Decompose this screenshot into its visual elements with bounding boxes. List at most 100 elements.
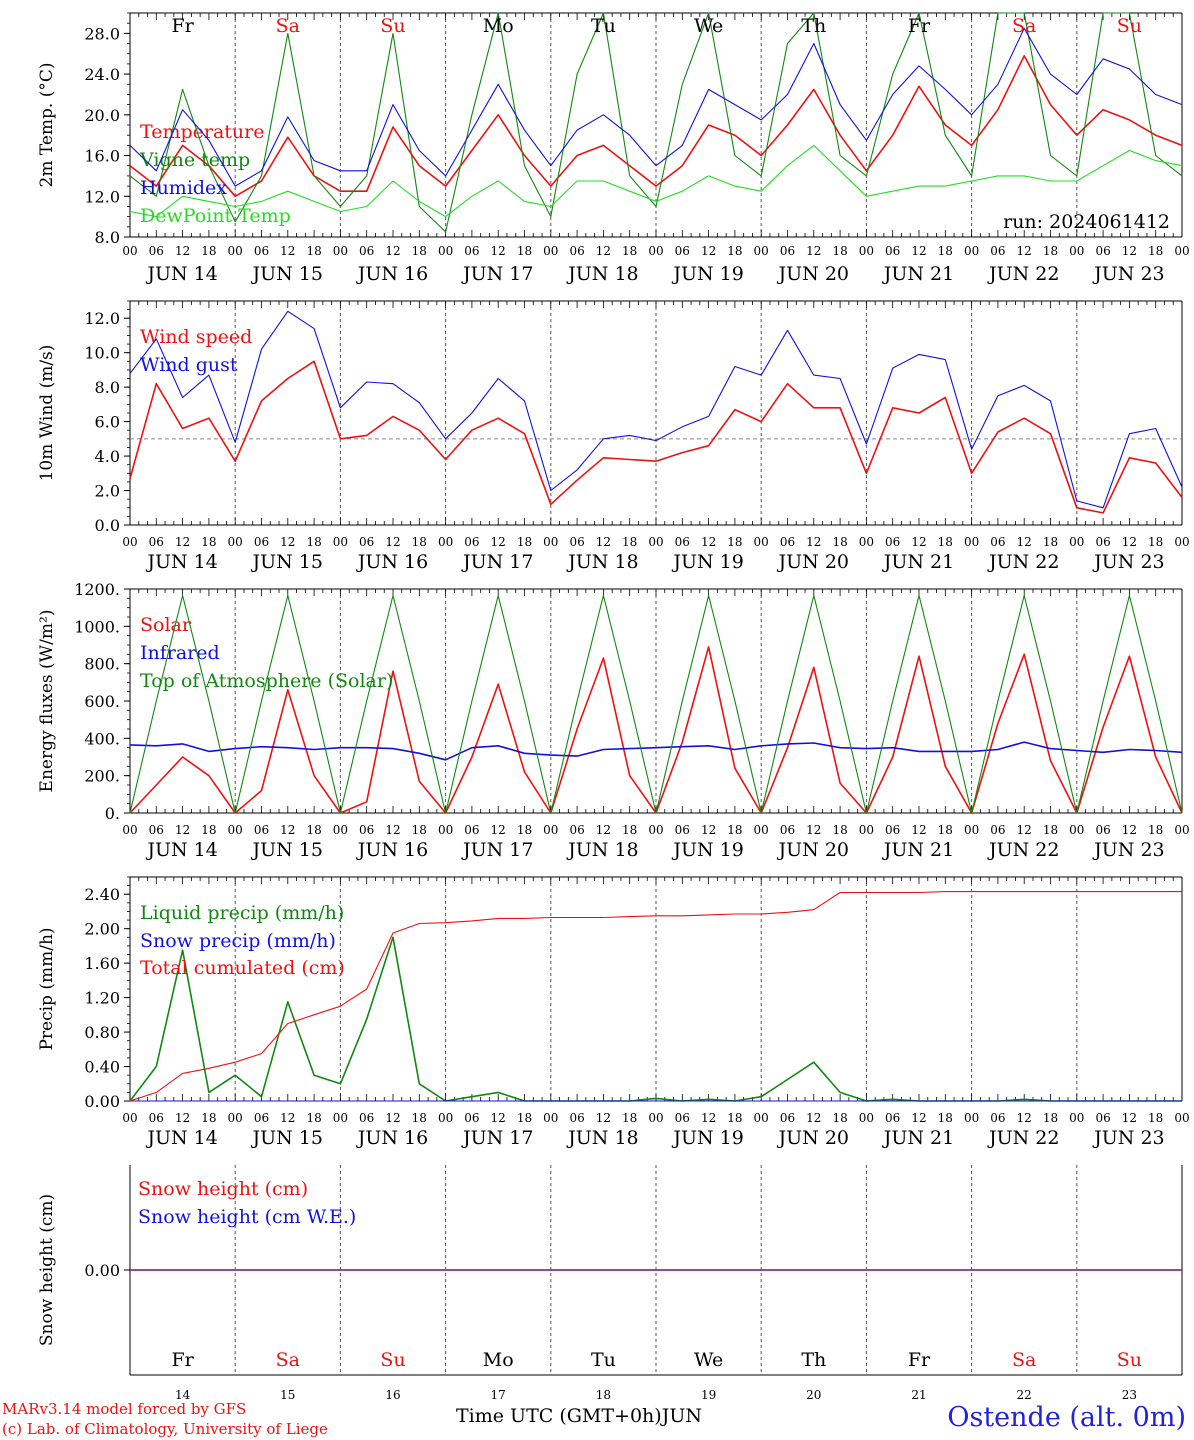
- weekday-bottom-label: Fr: [908, 1349, 931, 1371]
- panel-4-hour-label: 18: [727, 1111, 742, 1125]
- panel-3-hour-label: 12: [175, 823, 190, 837]
- panel-1-hour-label: 00: [754, 244, 769, 258]
- panel-4-hour-label: 18: [517, 1111, 532, 1125]
- panel-1-day-label: JUN 15: [251, 263, 323, 285]
- panel-1-hour-label: 12: [280, 244, 295, 258]
- panel-1-series-humidex-line: [129, 27, 1183, 187]
- panel-2-hour-label: 18: [727, 535, 742, 549]
- panel-4-series-total-cumulated-cm-legend: Total cumulated (cm): [140, 957, 345, 979]
- panel-4-hour-label: 00: [1174, 1111, 1189, 1125]
- panel-4-hour-label: 12: [385, 1111, 400, 1125]
- panel-1-hour-label: 00: [1069, 244, 1084, 258]
- panel-3-y-tick-label: 1000.: [74, 617, 120, 636]
- panel-1-hour-label: 06: [885, 244, 900, 258]
- panel-1-day-label: JUN 22: [987, 263, 1059, 285]
- weekday-top-label: Fr: [908, 15, 931, 37]
- panel-3-series-solar-legend: Solar: [140, 614, 192, 636]
- panel-2-hour-label: 18: [622, 535, 637, 549]
- panel-1-hour-label: 06: [464, 244, 479, 258]
- panel-4-hour-label: 00: [122, 1111, 137, 1125]
- panel-3-hour-label: 18: [201, 823, 216, 837]
- panel-1-hour-label: 00: [1174, 244, 1189, 258]
- panel-2-hour-label: 12: [806, 535, 821, 549]
- panel-3-hour-label: 12: [491, 823, 506, 837]
- panel-3-day-label: JUN 17: [461, 839, 533, 861]
- panel-2-hour-label: 18: [201, 535, 216, 549]
- day-number-label: 17: [491, 1388, 506, 1402]
- panel-3-hour-label: 06: [1095, 823, 1110, 837]
- panel-4-hour-label: 06: [885, 1111, 900, 1125]
- panel-3-hour-label: 06: [780, 823, 795, 837]
- panel-2-day-label: JUN 22: [987, 551, 1059, 573]
- panel-4-hour-label: 18: [832, 1111, 847, 1125]
- panel-4-hour-label: 00: [648, 1111, 663, 1125]
- panel-3-hour-label: 00: [1174, 823, 1189, 837]
- panel-4-y-tick-label: 2.40: [84, 885, 120, 904]
- panel-5-series-snow-height-cm-legend: Snow height (cm): [138, 1178, 308, 1200]
- panel-1-hour-label: 00: [543, 244, 558, 258]
- panel-4-day-label: JUN 22: [987, 1127, 1059, 1149]
- panel-2-hour-label: 18: [938, 535, 953, 549]
- panel-3-day-label: JUN 22: [987, 839, 1059, 861]
- panel-1-day-label: JUN 19: [671, 263, 743, 285]
- panel-2-day-label: JUN 15: [251, 551, 323, 573]
- panel-1-hour-label: 18: [201, 244, 216, 258]
- panel-3-day-label: JUN 14: [145, 839, 217, 861]
- panel-3-hour-label: 00: [122, 823, 137, 837]
- panel-3-series-infrared-line: [129, 741, 1183, 761]
- panel-4-hour-label: 06: [675, 1111, 690, 1125]
- panel-1-hour-label: 06: [1095, 244, 1110, 258]
- panel-4-hour-label: 06: [254, 1111, 269, 1125]
- panel-2-y-tick-label: 12.0: [84, 309, 120, 328]
- panel-1-hour-label: 18: [727, 244, 742, 258]
- panel-2-y-tick-label: 10.0: [84, 344, 120, 363]
- panel-2-hour-label: 12: [175, 535, 190, 549]
- panel-3-day-label: JUN 20: [777, 839, 849, 861]
- panel-2-hour-label: 06: [675, 535, 690, 549]
- panel-3-hour-label: 18: [832, 823, 847, 837]
- panel-1-series-dewpoint-temp-line: [129, 144, 1183, 218]
- panel-2-hour-label: 12: [911, 535, 926, 549]
- day-number-label: 18: [596, 1388, 611, 1402]
- panel-3-hour-label: 06: [675, 823, 690, 837]
- panel-3-hour-label: 18: [1043, 823, 1058, 837]
- panel-3-y-tick-label: 600.: [84, 692, 120, 711]
- weekday-bottom-label: Tu: [591, 1349, 616, 1371]
- weekday-top-label: Sa: [276, 15, 300, 37]
- panel-4-hour-label: 18: [412, 1111, 427, 1125]
- panel-3-hour-label: 06: [464, 823, 479, 837]
- panel-3-hour-label: 06: [885, 823, 900, 837]
- panel-4-hour-label: 06: [149, 1111, 164, 1125]
- panel-2-day-label: JUN 18: [566, 551, 638, 573]
- panel-1-hour-label: 00: [648, 244, 663, 258]
- panel-2-hour-label: 12: [596, 535, 611, 549]
- panel-2-series-wind-gust-legend: Wind gust: [140, 354, 238, 376]
- panel-3-hour-label: 18: [938, 823, 953, 837]
- panel-3-y-axis-label: Energy fluxes (W/m²): [37, 610, 57, 793]
- panel-4-y-tick-label: 2.00: [84, 920, 120, 939]
- run-label: run: 2024061412: [1003, 211, 1170, 233]
- panel-2-series-wind-gust-line: [129, 310, 1183, 509]
- panel-1-hour-label: 12: [596, 244, 611, 258]
- panel-3-day-label: JUN 18: [566, 839, 638, 861]
- panel-3-day-label: JUN 21: [882, 839, 954, 861]
- panel-3-series-top-of-atmosphere-solar-line: [129, 594, 1183, 814]
- panel-2-hour-label: 00: [333, 535, 348, 549]
- panel-4-y-tick-label: 1.60: [84, 954, 120, 973]
- day-number-label: 19: [701, 1388, 716, 1402]
- panel-1-series-humidex-legend: Humidex: [140, 177, 227, 199]
- panel-1-hour-label: 00: [859, 244, 874, 258]
- panel-1-series-vigne-temp-legend: Vigne temp: [139, 149, 250, 171]
- day-number-label: 16: [385, 1388, 400, 1402]
- panel-4-hour-label: 00: [333, 1111, 348, 1125]
- panel-3-hour-label: 00: [754, 823, 769, 837]
- panel-2-y-tick-label: 2.0: [95, 482, 120, 501]
- panel-2-day-label: JUN 19: [671, 551, 743, 573]
- panel-3-hour-label: 06: [569, 823, 584, 837]
- panel-2-hour-label: 06: [254, 535, 269, 549]
- panel-4-day-label: JUN 15: [251, 1127, 323, 1149]
- panel-2-hour-label: 12: [385, 535, 400, 549]
- panel-4-hour-label: 06: [780, 1111, 795, 1125]
- panel-3-y-tick-label: 200.: [84, 767, 120, 786]
- panel-4-day-label: JUN 16: [356, 1127, 428, 1149]
